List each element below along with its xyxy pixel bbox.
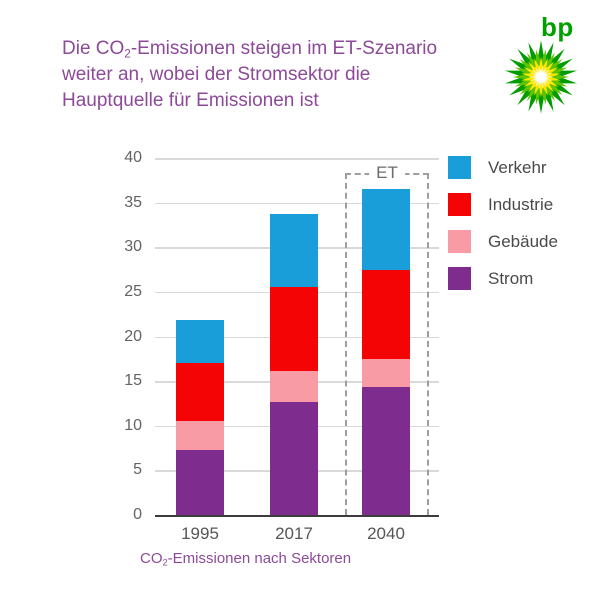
legend-item-Verkehr: Verkehr <box>448 156 558 179</box>
legend-swatch <box>448 267 471 290</box>
bar-segment-Strom-1995 <box>176 450 224 515</box>
co2-subscript: 2 <box>162 557 168 568</box>
y-tick-label: 5 <box>133 461 142 479</box>
bar-segment-Verkehr-1995 <box>176 320 224 363</box>
bp-helios-logo-icon <box>504 40 578 114</box>
bar-1995 <box>176 320 224 515</box>
et-annotation-box: ET <box>345 163 429 515</box>
legend-swatch <box>448 156 471 179</box>
bar-2017 <box>270 214 318 515</box>
y-tick-label: 0 <box>133 506 142 523</box>
bar-segment-Verkehr-2017 <box>270 214 318 287</box>
legend-label: Industrie <box>488 194 554 214</box>
legend-item-Strom: Strom <box>448 267 558 290</box>
bar-segment-Gebäude-2040 <box>362 359 410 387</box>
y-tick-label: 20 <box>124 327 142 345</box>
y-tick-label: 10 <box>124 416 142 434</box>
legend-item-Industrie: Industrie <box>448 193 558 216</box>
legend-label: Verkehr <box>488 157 547 177</box>
bar-segment-Industrie-1995 <box>176 363 224 421</box>
headline-line-2: weiter an, wobei der Stromsektor die <box>62 64 371 85</box>
bar-segment-Gebäude-2017 <box>270 371 318 402</box>
bar-2040 <box>362 189 410 515</box>
bar-segment-Strom-2040 <box>362 387 410 515</box>
legend-swatch <box>448 230 471 253</box>
chart-legend: Verkehr Industrie Gebäude Strom <box>448 156 558 304</box>
bp-logo-wordmark: bp <box>541 12 574 42</box>
headline-line-3: Hauptquelle für Emissionen ist <box>62 90 319 111</box>
headline-line-1: Die CO2-Emissionen steigen im ET-Szenari… <box>62 38 438 61</box>
y-tick-label: 15 <box>124 372 142 390</box>
x-tick-label: 1995 <box>181 524 219 543</box>
chart-caption: CO2-Emissionen nach Sektoren <box>140 550 352 568</box>
bar-segment-Gebäude-1995 <box>176 421 224 450</box>
bar-segment-Industrie-2017 <box>270 287 318 371</box>
bar-segment-Verkehr-2040 <box>362 189 410 270</box>
gridline <box>155 202 439 205</box>
legend-label: Gebäude <box>488 231 558 251</box>
legend-swatch <box>448 193 471 216</box>
bar-segment-Industrie-2040 <box>362 270 410 359</box>
x-tick-label: 2017 <box>275 524 313 543</box>
gridline <box>155 158 439 160</box>
y-tick-label: 40 <box>124 149 142 166</box>
legend-label: Strom <box>488 268 534 288</box>
co2-subscript: 2 <box>124 47 131 61</box>
x-tick-label: 2040 <box>367 524 405 543</box>
y-tick-label: 35 <box>124 193 142 211</box>
chart-headline: Die CO2-Emissionen steigen im ET-Szenari… <box>62 36 482 114</box>
plot-area: ET 1995 2017 2040 <box>155 158 439 543</box>
et-annotation-label: ET <box>369 163 405 183</box>
bar-segment-Strom-2017 <box>270 402 318 515</box>
y-tick-label: 25 <box>124 282 142 300</box>
y-tick-label: 30 <box>124 238 142 256</box>
legend-item-Gebäude: Gebäude <box>448 230 558 253</box>
